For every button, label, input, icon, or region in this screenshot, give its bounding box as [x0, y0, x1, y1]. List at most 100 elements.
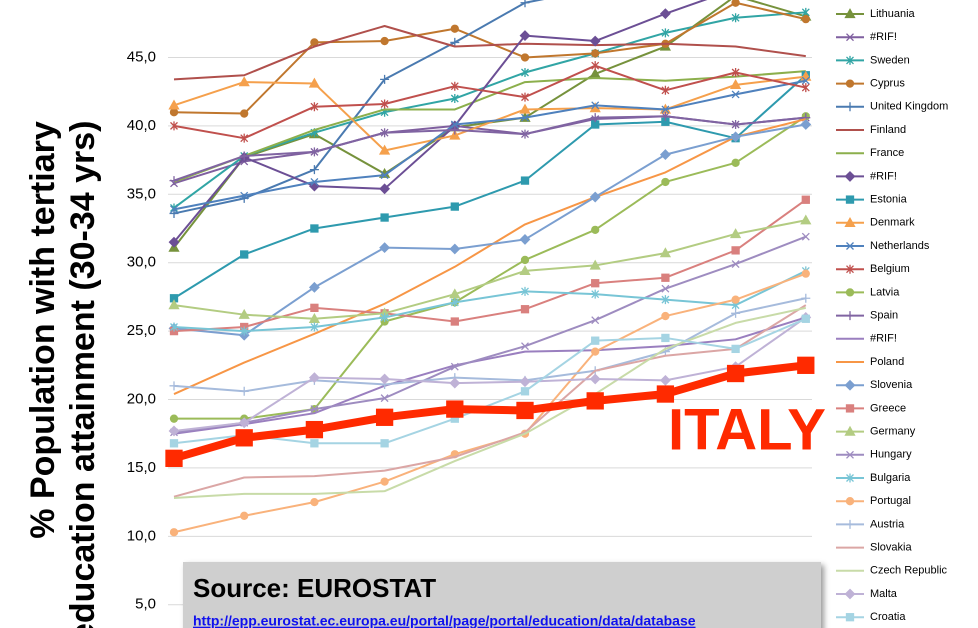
y-tick-label: 35,0 — [127, 185, 156, 202]
plot — [165, 0, 815, 537]
point — [731, 308, 741, 318]
point — [801, 269, 810, 278]
point — [240, 191, 249, 200]
point — [240, 109, 249, 118]
series-line — [174, 115, 807, 420]
series-line — [172, 361, 807, 463]
y-tick-label: 15,0 — [127, 459, 156, 476]
point — [520, 176, 530, 185]
point — [520, 255, 530, 265]
legend-label: Belgium — [870, 263, 910, 275]
point — [169, 528, 179, 537]
point — [308, 281, 320, 293]
point — [308, 372, 320, 384]
legend: Lithuania #RIF! Sweden Cyprus United Kingdom… — [836, 8, 948, 623]
point — [168, 299, 180, 310]
series-line — [173, 75, 806, 152]
point — [450, 297, 459, 307]
point — [591, 336, 600, 345]
point — [591, 279, 600, 288]
point — [731, 13, 740, 23]
y-tick-label: 5,0 — [135, 596, 156, 613]
point — [235, 429, 253, 447]
source-box — [183, 562, 821, 628]
point — [731, 344, 740, 354]
point — [846, 264, 854, 274]
point — [380, 213, 389, 222]
legend-label: Greece — [870, 402, 906, 414]
legend-label: Sweden — [870, 54, 910, 66]
point — [845, 497, 855, 506]
point — [380, 439, 389, 448]
legend-label: Netherlands — [870, 240, 930, 252]
point — [801, 232, 810, 241]
legend-label: #RIF! — [870, 333, 897, 345]
point — [731, 295, 740, 304]
point — [845, 404, 855, 413]
point — [308, 77, 321, 88]
legend-label: Lithuania — [870, 8, 916, 20]
point — [731, 120, 741, 130]
point — [170, 205, 178, 214]
legend-label: Slovenia — [870, 379, 913, 391]
point — [844, 8, 856, 19]
point — [308, 312, 321, 323]
y-tick-label: 30,0 — [127, 254, 156, 271]
point — [449, 129, 461, 140]
series-line — [173, 115, 806, 182]
point — [844, 588, 856, 600]
legend-label: Finland — [870, 124, 906, 136]
source-url[interactable]: http://epp.eurostat.ec.europa.eu/portal/… — [193, 613, 696, 628]
point — [380, 99, 389, 109]
y-tick-label: 20,0 — [127, 390, 156, 407]
point — [449, 288, 461, 299]
series-line — [173, 1, 807, 115]
point — [520, 129, 530, 139]
point — [801, 293, 811, 303]
series-line — [173, 0, 545, 215]
point — [726, 364, 745, 383]
point — [168, 425, 180, 437]
point — [450, 362, 459, 371]
point — [169, 414, 179, 423]
legend-label: Hungary — [870, 449, 912, 461]
y-tick-label: 25,0 — [127, 322, 156, 339]
legend-label: Czech Republic — [870, 565, 948, 577]
point — [845, 102, 855, 112]
point — [520, 0, 530, 8]
point — [450, 24, 459, 33]
point — [661, 177, 670, 187]
point — [731, 260, 740, 269]
legend-label: Estonia — [870, 194, 908, 206]
point — [521, 92, 529, 102]
point — [729, 228, 742, 239]
series-line — [173, 304, 807, 498]
point — [446, 400, 464, 418]
series-line — [173, 0, 708, 243]
series-line — [173, 24, 806, 81]
point — [310, 497, 319, 507]
point — [731, 90, 740, 99]
italy-label: ITALY — [668, 397, 826, 462]
y-axis-label: % Population with tertiary — [24, 121, 62, 539]
point — [379, 373, 391, 385]
point — [801, 195, 810, 204]
point — [450, 94, 459, 104]
point — [450, 37, 460, 47]
point — [801, 76, 810, 85]
point — [589, 373, 601, 385]
point — [730, 131, 742, 143]
point — [800, 214, 812, 225]
point — [845, 519, 855, 529]
point — [660, 111, 670, 121]
series-line — [173, 74, 807, 300]
point — [239, 151, 249, 161]
legend-label: Bulgaria — [870, 472, 911, 484]
point — [450, 317, 459, 326]
point — [516, 401, 534, 420]
point — [170, 121, 178, 131]
point — [519, 376, 531, 388]
point — [800, 119, 812, 130]
point — [169, 108, 179, 117]
